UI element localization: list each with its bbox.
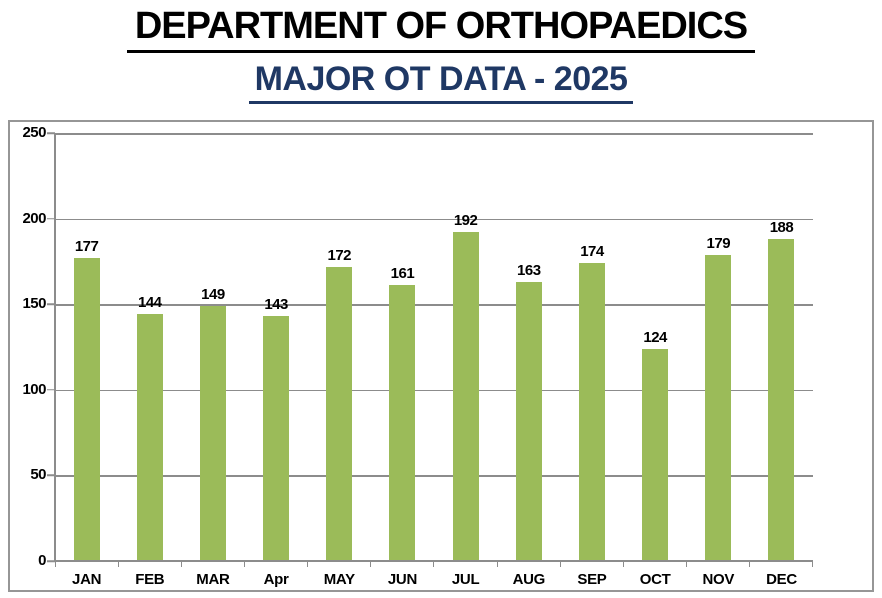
page-subtitle: MAJOR OT DATA - 2025 (248, 61, 634, 104)
bar-group-apr: 143 (245, 133, 308, 561)
bar-jul (452, 232, 479, 561)
x-axis-tick (371, 562, 435, 567)
bar-group-sep: 174 (560, 133, 623, 561)
bar-group-jul: 192 (434, 133, 497, 561)
y-axis-tick-0 (47, 560, 55, 562)
x-axis-label-oct: OCT (639, 571, 671, 588)
bar-value-label: 174 (580, 243, 604, 261)
bar-group-may: 172 (308, 133, 371, 561)
x-axis-tick (182, 562, 246, 567)
bar-mar (199, 305, 226, 561)
bar-value-label: 124 (643, 328, 667, 346)
bar-value-label: 179 (706, 234, 731, 252)
y-axis-tick-250 (47, 132, 55, 134)
x-axis-tick (245, 562, 309, 567)
bar-value-label: 188 (769, 219, 794, 237)
x-axis-label-jul: JUL (451, 571, 480, 588)
bar-group-oct: 124 (624, 133, 687, 561)
x-axis-label-jun: JUN (387, 571, 417, 588)
x-axis-label-aug: AUG (512, 571, 546, 588)
y-axis-label-250: 250 (22, 124, 46, 141)
x-axis-tick (561, 562, 624, 567)
y-axis-label-50: 50 (30, 466, 46, 484)
bar-value-label: 192 (453, 212, 478, 230)
x-axis-tick (624, 562, 687, 567)
gridline-200 (55, 218, 813, 221)
y-axis-ticks (47, 132, 55, 562)
gridline-250 (55, 133, 813, 135)
y-axis-label-0: 0 (38, 552, 46, 569)
bar-group-feb: 144 (118, 133, 181, 561)
plot-area: 177 144 149 143 172 161 192 163 174 124 179 188 (55, 133, 813, 561)
gridline-50 (55, 475, 813, 477)
bar-aug (515, 281, 542, 561)
chart-frame: 0 50 100 150 200 250 177 144 149 143 172 161 192 163… (8, 120, 874, 592)
bar-value-label: 143 (264, 296, 288, 314)
bar-group-jun: 161 (371, 133, 434, 561)
bar-jun (389, 285, 416, 561)
x-axis-tick (498, 562, 561, 567)
y-axis-label-200: 200 (22, 209, 46, 227)
bar-group-aug: 163 (497, 133, 560, 561)
y-axis-line (54, 133, 56, 562)
gridline-150 (55, 304, 813, 306)
bar-value-label: 144 (137, 294, 162, 312)
x-axis-tick (308, 562, 372, 567)
page-title: DEPARTMENT OF ORTHOPAEDICS (126, 6, 756, 53)
x-axis-label-sep: SEP (577, 571, 607, 588)
x-axis-tick (750, 562, 813, 567)
bar-sep (578, 263, 605, 561)
x-axis-label-mar: MAR (196, 571, 230, 588)
x-axis-label-feb: FEB (135, 571, 165, 588)
x-axis-label-nov: NOV (702, 571, 735, 588)
y-axis-tick-100 (47, 389, 55, 391)
x-axis-label-dec: DEC (766, 571, 797, 588)
bar-value-label: 149 (201, 285, 225, 303)
x-axis-line (55, 560, 813, 562)
y-axis-label-150: 150 (22, 295, 46, 313)
x-axis-tick (434, 562, 498, 567)
x-axis-labels: JAN FEB MAR Apr MAY JUN JUL AUG SEP OCT NOV DEC (55, 571, 813, 588)
bar-apr (263, 316, 290, 561)
y-axis-tick-50 (47, 474, 55, 477)
x-axis-tick (119, 562, 183, 567)
bar-group-mar: 149 (181, 133, 244, 561)
bar-feb (136, 314, 163, 561)
bar-group-nov: 179 (687, 133, 750, 561)
bar-oct (642, 348, 669, 561)
bar-value-label: 177 (74, 237, 99, 255)
y-axis-label-100: 100 (22, 380, 46, 398)
x-axis-tick (687, 562, 750, 567)
x-axis-label-may: MAY (323, 571, 355, 588)
bar-value-label: 163 (517, 261, 541, 279)
bar-may (326, 266, 353, 561)
bar-jan (73, 257, 100, 561)
x-axis-ticks (55, 562, 813, 567)
header: DEPARTMENT OF ORTHOPAEDICS (0, 0, 882, 53)
y-axis-labels: 0 50 100 150 200 250 (10, 124, 46, 569)
x-axis-label-apr: Apr (263, 571, 289, 588)
bar-group-jan: 177 (55, 133, 118, 561)
bar-dec (768, 239, 795, 561)
y-axis-tick-150 (47, 303, 55, 305)
x-axis-label-jan: JAN (72, 571, 102, 588)
gridline-100 (55, 389, 813, 392)
bars-row: 177 144 149 143 172 161 192 163 174 124 179 188 (55, 133, 813, 561)
bar-value-label: 161 (390, 265, 415, 283)
y-axis-tick-200 (47, 217, 55, 220)
bar-value-label: 172 (327, 246, 352, 264)
bar-group-dec: 188 (750, 133, 813, 561)
bar-nov (705, 254, 732, 561)
x-axis-tick (56, 562, 120, 567)
subtitle-row: MAJOR OT DATA - 2025 (0, 53, 882, 104)
